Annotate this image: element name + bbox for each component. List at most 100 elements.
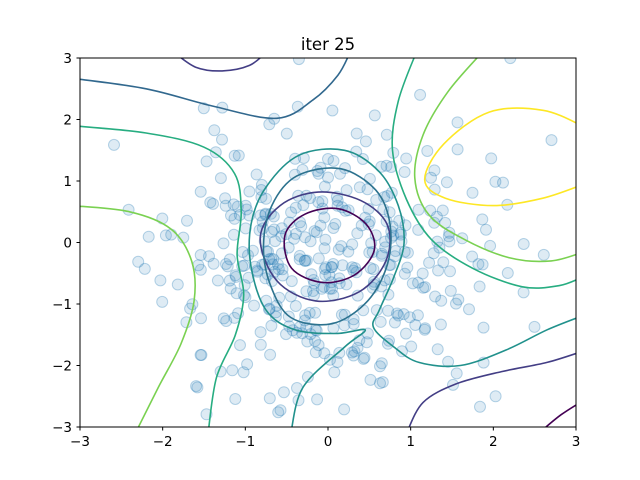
- scatter-point: [181, 214, 193, 227]
- scatter-point: [272, 406, 285, 419]
- scatter-point: [323, 269, 336, 282]
- scatter-point: [191, 381, 204, 394]
- scatter-point: [301, 335, 314, 348]
- scatter-point: [312, 252, 325, 265]
- scatter-point: [357, 352, 370, 365]
- scatter-point: [277, 386, 290, 399]
- scatter-point: [223, 274, 236, 287]
- scatter-point: [211, 274, 224, 287]
- scatter-point: [317, 280, 330, 293]
- scatter-point: [274, 404, 287, 417]
- scatter-point: [194, 185, 207, 198]
- scatter-point: [197, 102, 210, 115]
- scatter-point: [322, 171, 334, 184]
- scatter-point: [466, 186, 479, 199]
- scatter-point: [300, 285, 313, 298]
- scatter-point: [431, 343, 444, 356]
- scatter-point: [194, 249, 207, 261]
- peak-yellow-contour: [423, 107, 576, 207]
- scatter-point: [451, 116, 464, 129]
- scatter-point: [375, 247, 388, 260]
- scatter-point: [269, 235, 282, 248]
- scatter-point: [272, 263, 285, 276]
- y-tick-label: 1: [63, 174, 72, 190]
- scatter-point: [380, 128, 393, 141]
- scatter-point: [318, 347, 331, 360]
- scatter-point: [298, 254, 311, 267]
- scatter-point: [292, 58, 305, 66]
- scatter-point: [442, 355, 455, 368]
- scatter-point: [299, 309, 312, 322]
- scatter-point: [239, 199, 252, 212]
- scatter-point: [207, 197, 219, 210]
- x-tick-label: 0: [324, 434, 333, 450]
- scatter-point: [428, 216, 441, 229]
- scatter-point: [312, 339, 325, 352]
- scatter-point: [312, 167, 325, 180]
- scatter-point: [276, 269, 289, 282]
- center-ring-inner-contour: [283, 207, 376, 284]
- scatter-point: [285, 206, 298, 219]
- scatter-point: [381, 190, 394, 202]
- x-tick-label: 1: [406, 434, 415, 450]
- scatter-point: [304, 235, 317, 248]
- scatter-point: [345, 346, 358, 359]
- x-tick-label: −1: [235, 434, 255, 450]
- scatter-point: [398, 267, 411, 280]
- scatter-point: [265, 252, 278, 265]
- scatter-point: [367, 275, 380, 288]
- scatter-point: [400, 327, 412, 340]
- scatter-point: [366, 246, 379, 258]
- scatter-point: [351, 341, 364, 354]
- corner-purple-contour: [544, 404, 576, 427]
- scatter-point: [347, 318, 360, 330]
- scatter-point: [444, 265, 456, 278]
- scatter-point: [452, 293, 465, 306]
- scatter-point: [423, 256, 436, 269]
- scatter-point: [432, 264, 445, 277]
- scatter-point: [280, 328, 292, 341]
- scatter-point: [476, 258, 489, 271]
- scatter-point: [269, 310, 282, 323]
- scatter-point: [304, 328, 317, 341]
- scatter-point: [132, 255, 145, 268]
- scatter-point: [318, 211, 331, 224]
- scatter-point: [444, 284, 457, 297]
- scatter-point: [289, 300, 302, 312]
- scatter-point: [318, 242, 331, 255]
- scatter-point: [347, 349, 360, 362]
- scatter-point: [396, 345, 408, 358]
- scatter-point: [270, 306, 282, 319]
- scatter-point: [412, 223, 425, 236]
- right-lightgreen-contour: [413, 58, 576, 263]
- scatter-point: [214, 172, 227, 185]
- scatter-point: [223, 253, 236, 266]
- scatter-point: [289, 201, 302, 214]
- scatter-point: [238, 279, 251, 292]
- scatter-point: [528, 320, 541, 333]
- scatter-point: [383, 334, 395, 347]
- scatter-point: [401, 246, 414, 259]
- scatter-point: [325, 261, 338, 274]
- scatter-point: [428, 164, 441, 177]
- scatter-point: [480, 223, 492, 236]
- scatter-point: [217, 237, 230, 250]
- scatter-point: [309, 335, 321, 347]
- scatter-point: [319, 269, 332, 282]
- scatter-point: [517, 238, 530, 250]
- scatter-point: [406, 277, 419, 290]
- scatter-point: [265, 225, 278, 238]
- scatter-point: [537, 248, 550, 261]
- scatter-point: [359, 211, 372, 224]
- scatter-point: [233, 209, 246, 221]
- left-lightgreen-contour: [80, 205, 196, 427]
- scatter-point: [263, 392, 276, 405]
- scatter-point: [463, 303, 475, 316]
- scatter-point: [228, 149, 241, 162]
- x-tick-label: −2: [153, 434, 173, 450]
- scatter-point: [301, 371, 314, 383]
- scatter-point: [395, 235, 408, 248]
- scatter-point: [228, 212, 241, 225]
- scatter-point: [388, 316, 401, 329]
